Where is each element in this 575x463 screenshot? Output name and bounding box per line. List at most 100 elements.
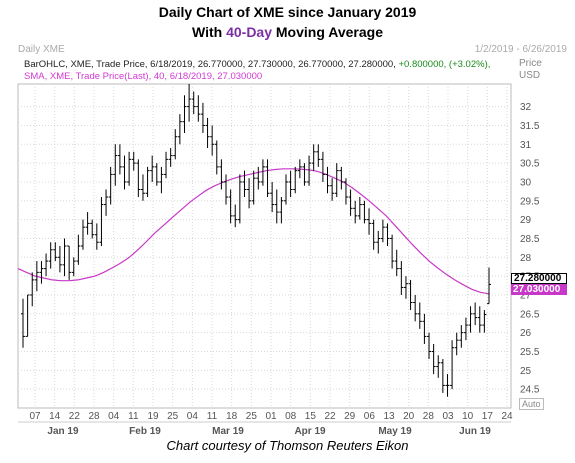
ohlc-bar [473, 302, 478, 326]
ohlc-bar [205, 117, 210, 149]
ohlc-bar [320, 151, 325, 182]
ohlc-bar [200, 102, 205, 133]
ohlc-bar [417, 302, 422, 329]
chart-symbol-label: Daily XME [18, 44, 65, 55]
x-tick-label: 29 [344, 411, 356, 422]
ohlc-bar [219, 159, 224, 190]
plot-area [17, 83, 512, 409]
ohlc-bar [53, 242, 58, 262]
ohlc-bar [44, 253, 49, 277]
ohlc-bar [182, 95, 187, 133]
ohlc-bar [140, 174, 145, 201]
ohlc-bar [487, 267, 491, 305]
x-tick-label: 18 [226, 411, 238, 422]
ohlc-bar [256, 166, 261, 190]
sma-legend: SMA, XME, Trade Price(Last), 40, 6/18/20… [24, 71, 263, 82]
ohlc-bar [390, 234, 395, 269]
ohlc-bar [311, 144, 316, 171]
last-price-tag: 27.280000 [511, 273, 567, 284]
y-tick-label: 29 [520, 215, 532, 226]
x-tick-label: 06 [364, 411, 376, 422]
ohlc-bar [94, 223, 99, 250]
ohlc-bar [242, 170, 247, 198]
y-tick-label: 27 [520, 290, 532, 301]
ohlc-bar [76, 234, 81, 265]
y-tick-label: 26.5 [520, 309, 540, 320]
ohlc-bar [34, 261, 39, 292]
ohlc-bar [80, 219, 85, 250]
x-tick-label: 28 [88, 411, 100, 422]
ohlc-bar [233, 204, 238, 228]
x-month-label: Apr 19 [294, 426, 326, 437]
subtitle-highlight: 40-Day [226, 24, 272, 40]
y-tick-label: 24.5 [520, 385, 540, 396]
ohlc-bar [431, 343, 436, 375]
x-tick-label: 11 [207, 411, 218, 422]
currency-axis-unit: USD [519, 70, 541, 81]
x-tick-label: 04 [108, 411, 120, 422]
ohlc-bar [330, 178, 335, 201]
ohlc-bar [403, 276, 408, 299]
ohlc-bar [164, 151, 169, 179]
ohlc-bar [25, 294, 30, 337]
ohlc-bar [454, 332, 459, 356]
ohlc-bar [316, 144, 321, 167]
ohlc-bar [394, 249, 399, 277]
ohlc-bar [168, 148, 173, 167]
auto-scale-button[interactable]: Auto [519, 398, 544, 410]
ohlc-bar [30, 272, 35, 307]
ohlc-bar [325, 166, 330, 194]
y-tick-label: 28 [520, 253, 532, 264]
ohlc-bar [214, 140, 219, 175]
ohlc-bar [48, 242, 53, 269]
ohlc-legend: BarOHLC, XME, Trade Price, 6/18/2019, 26… [24, 59, 490, 70]
ohlc-bar [339, 166, 344, 190]
ohlc-bar [228, 189, 233, 224]
ohlc-bar [224, 174, 229, 205]
ohlc-bar [131, 151, 136, 171]
y-tick-label: 28.5 [520, 234, 540, 245]
ohlc-bar [436, 355, 441, 378]
x-tick-label: 13 [383, 411, 395, 422]
chart-credit: Chart courtesy of Thomson Reuters Eikon [166, 438, 409, 453]
ohlc-bar [159, 166, 164, 194]
ohlc-bar [154, 163, 159, 186]
ohlc-bar [104, 189, 109, 216]
ohlc-bar [265, 159, 270, 198]
ohlc-bar [270, 181, 275, 213]
chart-title: Daily Chart of XME since January 2019 [158, 4, 417, 20]
chart-subtitle: With 40-Day Moving Average [0, 24, 575, 40]
x-month-label: May 19 [378, 426, 412, 437]
ohlc-bar [108, 166, 113, 205]
y-tick-label: 25.5 [520, 347, 540, 358]
x-tick-label: 22 [69, 411, 81, 422]
ohlc-values: BarOHLC, XME, Trade Price, 6/18/2019, 26… [24, 59, 396, 70]
x-tick-label: 14 [49, 411, 61, 422]
ohlc-bar [343, 178, 348, 205]
ohlc-bar [67, 245, 72, 280]
ohlc-bar [237, 174, 242, 224]
ohlc-change: +0.800000, (+3.02%), [398, 59, 491, 70]
x-tick-label: 11 [128, 411, 139, 422]
ohlc-bar [21, 298, 25, 348]
ohlc-bar [39, 261, 44, 284]
ohlc-bar [99, 197, 104, 246]
ohlc-bar [376, 230, 381, 254]
ohlc-bar [196, 95, 201, 122]
ohlc-bar [445, 374, 450, 397]
ohlc-bar [288, 170, 293, 198]
subtitle-prefix: With [191, 24, 227, 40]
date-range-label: 1/2/2019 - 6/26/2019 [474, 44, 567, 55]
ohlc-bar [122, 155, 127, 190]
ohlc-bar [297, 159, 302, 179]
x-tick-label: 08 [285, 411, 297, 422]
ohlc-bar [367, 208, 372, 235]
ohlc-bar [357, 197, 362, 220]
subtitle-suffix: Moving Average [272, 24, 383, 40]
y-tick-label: 30 [520, 177, 532, 188]
ohlc-bar [302, 163, 307, 186]
ohlc-bar [362, 200, 367, 224]
price-axis-unit: Price [519, 58, 542, 69]
ohlc-bar [136, 159, 141, 198]
